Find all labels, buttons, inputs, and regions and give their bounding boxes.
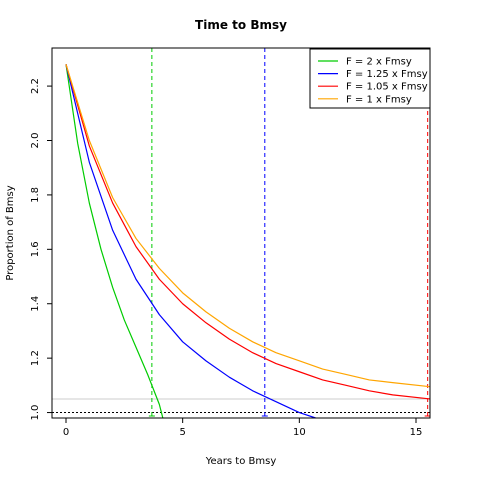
y-tick-label-4: 1.8 xyxy=(30,187,41,203)
x-tick-label-2: 10 xyxy=(293,427,306,438)
y-axis-label: Proportion of Bmsy xyxy=(5,185,16,280)
y-tick-label-1: 1.2 xyxy=(30,350,41,366)
chart-title: Time to Bmsy xyxy=(195,18,287,32)
legend-label-0: F = 2 x Fmsy xyxy=(346,57,412,68)
plot-frame xyxy=(51,47,431,419)
legend-box xyxy=(309,48,431,109)
series-line-0 xyxy=(65,64,164,418)
reference-lines xyxy=(52,48,430,418)
y-tick-label-5: 2.0 xyxy=(30,133,41,149)
x-tick-label-1: 5 xyxy=(179,427,185,438)
y-tick-label-6: 2.2 xyxy=(30,78,41,94)
series-line-2 xyxy=(65,64,430,400)
y-tick-label-2: 1.4 xyxy=(30,296,41,312)
x-axis-label: Years to Bmsy xyxy=(205,456,277,467)
x-tick-label-0: 0 xyxy=(63,427,69,438)
legend-label-3: F = 1 x Fmsy xyxy=(346,94,412,105)
y-tick-label-3: 1.6 xyxy=(30,241,41,257)
legend-label-2: F = 1.05 x Fmsy xyxy=(346,82,428,93)
series-line-1 xyxy=(65,64,316,418)
series-line-3 xyxy=(65,64,430,388)
legend-label-1: F = 1.25 x Fmsy xyxy=(346,69,428,80)
axes: 0 5 10 15 1.0 1.2 1.4 1.6 1.8 2.0 2.2 xyxy=(30,47,431,438)
series-lines xyxy=(65,64,430,418)
y-tick-label-0: 1.0 xyxy=(30,405,41,421)
x-tick-label-3: 15 xyxy=(410,427,423,438)
